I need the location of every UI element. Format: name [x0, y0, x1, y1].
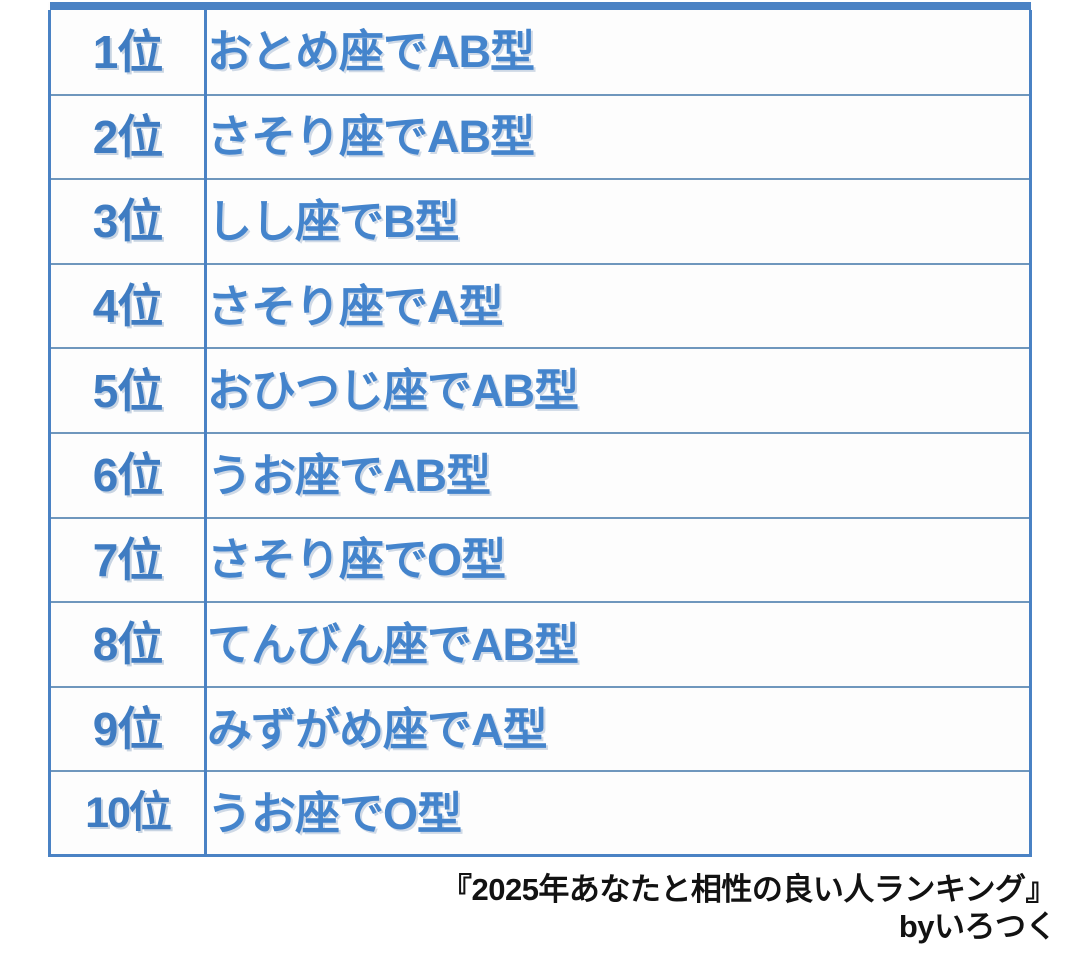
ranking-table-body: 1位 おとめ座でAB型 2位 さそり座でAB型 3位 しし座でB型 4位 さそり座でA型 5位お…	[48, 2, 1032, 858]
rank-cell: 8位	[48, 602, 207, 688]
ranking-table: 1位 おとめ座でAB型 2位 さそり座でAB型 3位 しし座でB型 4位 さそり座でA型 5位お…	[48, 2, 1032, 858]
rank-cell: 9位	[48, 686, 207, 773]
rank-cell: 6位	[48, 432, 207, 519]
entry-label: しし座でB型	[207, 195, 459, 247]
entry-label: おとめ座でAB型	[207, 26, 535, 78]
entry-cell: おとめ座でAB型	[204, 10, 1032, 96]
rank-label: 10位	[85, 788, 172, 837]
table-top-rule	[49, 2, 1031, 10]
entry-label: さそり座でA型	[207, 280, 503, 332]
rank-label: 7位	[92, 533, 164, 586]
rank-label: 1位	[92, 25, 164, 78]
table-row: 3位 しし座でB型	[48, 179, 1032, 265]
entry-label: おひつじ座でAB型	[207, 365, 579, 417]
entry-label: てんびん座でAB型	[207, 618, 579, 670]
rank-label: 8位	[92, 618, 164, 671]
table-row: 1位 おとめ座でAB型	[48, 10, 1032, 96]
rank-cell: 3位	[48, 179, 207, 265]
entry-label: うお座でO型	[207, 787, 462, 839]
table-row: 6位 うお座でAB型	[48, 432, 1032, 519]
caption-credit: byいろつく	[898, 909, 1057, 945]
rank-cell: 2位	[48, 94, 207, 181]
table-row: 8位 てんびん座でAB型	[48, 602, 1032, 688]
entry-cell: しし座でB型	[204, 179, 1032, 265]
entry-cell: うお座でO型	[204, 771, 1032, 858]
table-row: 9位 みずがめ座でA型	[48, 686, 1032, 773]
rank-label: 2位	[92, 110, 164, 163]
rank-cell: 7位	[48, 517, 207, 604]
entry-label: さそり座でAB型	[207, 111, 535, 163]
entry-label: さそり座でO型	[207, 534, 506, 586]
table-row: 5位 おひつじ座でAB型	[48, 348, 1032, 434]
rank-label: 6位	[92, 449, 164, 502]
rank-label: 4位	[92, 280, 164, 333]
table-top-rule-cell	[49, 2, 1031, 10]
entry-label: みずがめ座でA型	[207, 703, 547, 755]
entry-cell: さそり座でO型	[204, 517, 1032, 604]
rank-cell: 1位	[48, 10, 207, 96]
rank-label: 5位	[92, 364, 164, 417]
caption-title: 『2025年あなたと相性の良い人ランキング』	[440, 872, 1057, 907]
entry-cell: うお座でAB型	[204, 432, 1032, 519]
table-row: 4位 さそり座でA型	[48, 263, 1032, 350]
entry-cell: みずがめ座でA型	[204, 686, 1032, 773]
rank-cell: 4位	[48, 263, 207, 350]
entry-cell: てんびん座でAB型	[204, 602, 1032, 688]
entry-cell: さそり座でAB型	[204, 94, 1032, 181]
table-row: 2位 さそり座でAB型	[48, 94, 1032, 181]
rank-label: 9位	[92, 703, 164, 756]
table-row: 10位 うお座でO型	[48, 771, 1032, 858]
rank-cell: 10位	[48, 771, 207, 858]
rank-label: 3位	[92, 195, 164, 248]
caption: 『2025年あなたと相性の良い人ランキング』 byいろつく	[440, 872, 1057, 945]
entry-cell: おひつじ座でAB型	[204, 348, 1032, 434]
entry-cell: さそり座でA型	[204, 263, 1032, 350]
rank-cell: 5位	[48, 348, 207, 434]
table-row: 7位 さそり座でO型	[48, 517, 1032, 604]
entry-label: うお座でAB型	[207, 449, 491, 501]
